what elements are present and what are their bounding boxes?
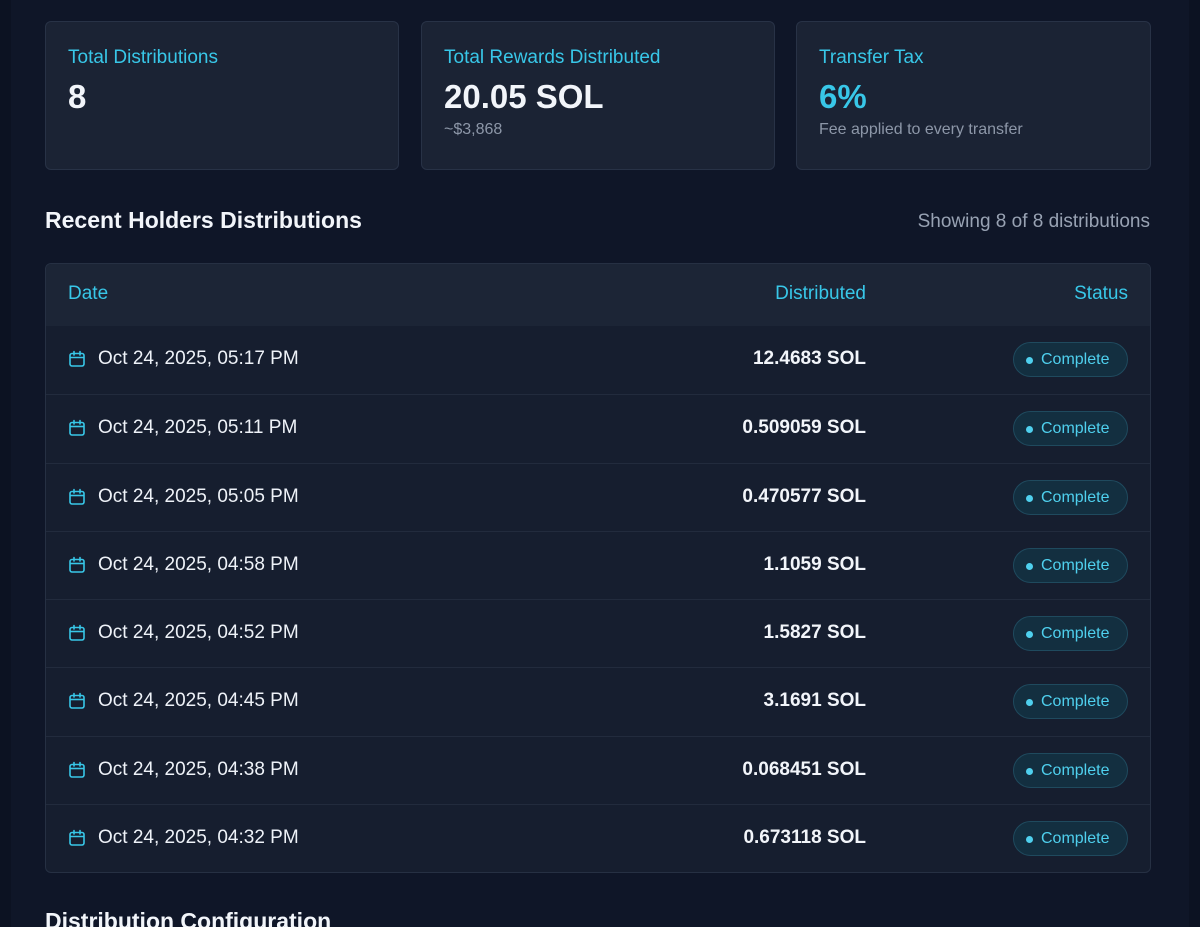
status-label: Complete: [1041, 420, 1110, 438]
status-badge: Complete: [1013, 547, 1128, 583]
stat-label: Transfer Tax: [819, 47, 924, 68]
row-amount: 12.4683 SOL: [752, 348, 866, 369]
status-dot-icon: [1026, 699, 1033, 707]
row-amount: 0.470577 SOL: [742, 485, 866, 507]
row-date: Oct 24, 2025, 04:52 PM: [98, 622, 299, 644]
status-label: Complete: [1041, 625, 1110, 643]
status-badge: Complete: [1013, 411, 1128, 447]
stat-label: Total Distributions: [68, 47, 218, 68]
status-badge: Complete: [1013, 752, 1128, 788]
status-badge: Complete: [1013, 342, 1128, 377]
distribution-count: Showing 8 of 8 distributions: [917, 211, 1150, 232]
status-label: Complete: [1041, 488, 1110, 506]
calendar-icon: [69, 624, 85, 641]
row-date: Oct 24, 2025, 05:17 PM: [98, 348, 299, 369]
row-amount: 0.673118 SOL: [743, 827, 866, 849]
calendar-icon: [69, 761, 85, 778]
row-date: Oct 24, 2025, 05:05 PM: [98, 485, 299, 507]
table-row: Oct 24, 2025, 04:32 PM 0.673118 SOL Comp…: [46, 804, 1150, 872]
row-amount: 1.1059 SOL: [763, 553, 866, 575]
stat-value: 8: [68, 78, 87, 115]
status-dot-icon: [1026, 562, 1033, 570]
stat-value: 6%: [819, 78, 867, 115]
status-dot-icon: [1026, 494, 1033, 502]
table-body: Oct 24, 2025, 05:17 PM 12.4683 SOL Compl…: [46, 326, 1150, 872]
status-label: Complete: [1041, 693, 1110, 711]
table-row: Oct 24, 2025, 05:11 PM 0.509059 SOL Comp…: [46, 394, 1150, 462]
distributions-table: Date Distributed Status Oct 24, 2025, 05…: [45, 263, 1151, 873]
table-row: Oct 24, 2025, 04:58 PM 1.1059 SOL Comple…: [46, 530, 1150, 599]
stat-card-transfer-tax: Transfer Tax 6% Fee applied to every tra…: [796, 21, 1151, 170]
stat-card-total-distributions: Total Distributions 8: [45, 21, 399, 170]
table-row: Oct 24, 2025, 05:05 PM 0.470577 SOL Comp…: [46, 462, 1150, 531]
table-header: Date Distributed Status: [46, 264, 1150, 326]
status-dot-icon: [1026, 836, 1033, 844]
status-label: Complete: [1041, 351, 1110, 368]
row-amount: 3.1691 SOL: [763, 690, 866, 712]
status-badge: Complete: [1013, 821, 1128, 857]
status-label: Complete: [1041, 761, 1110, 779]
status-badge: Complete: [1013, 684, 1128, 720]
calendar-icon: [69, 829, 85, 846]
stat-subtext: Fee applied to every transfer: [819, 121, 1023, 138]
row-date: Oct 24, 2025, 04:38 PM: [98, 758, 299, 780]
status-badge: Complete: [1013, 616, 1128, 652]
calendar-icon: [69, 556, 85, 573]
row-amount: 1.5827 SOL: [763, 622, 866, 644]
column-header-date: Date: [68, 283, 109, 304]
status-dot-icon: [1026, 426, 1033, 434]
calendar-icon: [69, 350, 85, 367]
row-date: Oct 24, 2025, 04:45 PM: [98, 690, 299, 712]
status-badge: Complete: [1013, 479, 1128, 515]
table-row: Oct 24, 2025, 04:38 PM 0.068451 SOL Comp…: [46, 735, 1150, 804]
stat-card-total-rewards: Total Rewards Distributed 20.05 SOL ~$3,…: [421, 21, 775, 170]
row-amount: 0.068451 SOL: [742, 758, 866, 780]
stat-value: 20.05 SOL: [444, 78, 604, 115]
calendar-icon: [69, 693, 85, 710]
row-date: Oct 24, 2025, 04:32 PM: [98, 827, 299, 849]
column-header-status: Status: [1074, 283, 1128, 304]
table-row: Oct 24, 2025, 04:45 PM 3.1691 SOL Comple…: [46, 667, 1150, 735]
status-label: Complete: [1041, 830, 1110, 848]
status-dot-icon: [1026, 357, 1033, 364]
calendar-icon: [69, 419, 85, 437]
stat-label: Total Rewards Distributed: [444, 47, 661, 68]
table-row: Oct 24, 2025, 04:52 PM 1.5827 SOL Comple…: [46, 599, 1150, 667]
column-header-distributed: Distributed: [775, 283, 866, 304]
table-row: Oct 24, 2025, 05:17 PM 12.4683 SOL Compl…: [46, 326, 1150, 394]
row-date: Oct 24, 2025, 04:58 PM: [98, 553, 299, 575]
row-amount: 0.509059 SOL: [742, 417, 866, 439]
section-title: Recent Holders Distributions: [45, 207, 362, 233]
calendar-icon: [69, 488, 85, 505]
section-title-configuration: Distribution Configuration: [45, 908, 332, 927]
status-dot-icon: [1026, 631, 1033, 639]
stat-subtext: ~$3,868: [444, 121, 503, 138]
status-label: Complete: [1041, 556, 1110, 574]
row-date: Oct 24, 2025, 05:11 PM: [98, 417, 298, 439]
status-dot-icon: [1026, 767, 1033, 775]
